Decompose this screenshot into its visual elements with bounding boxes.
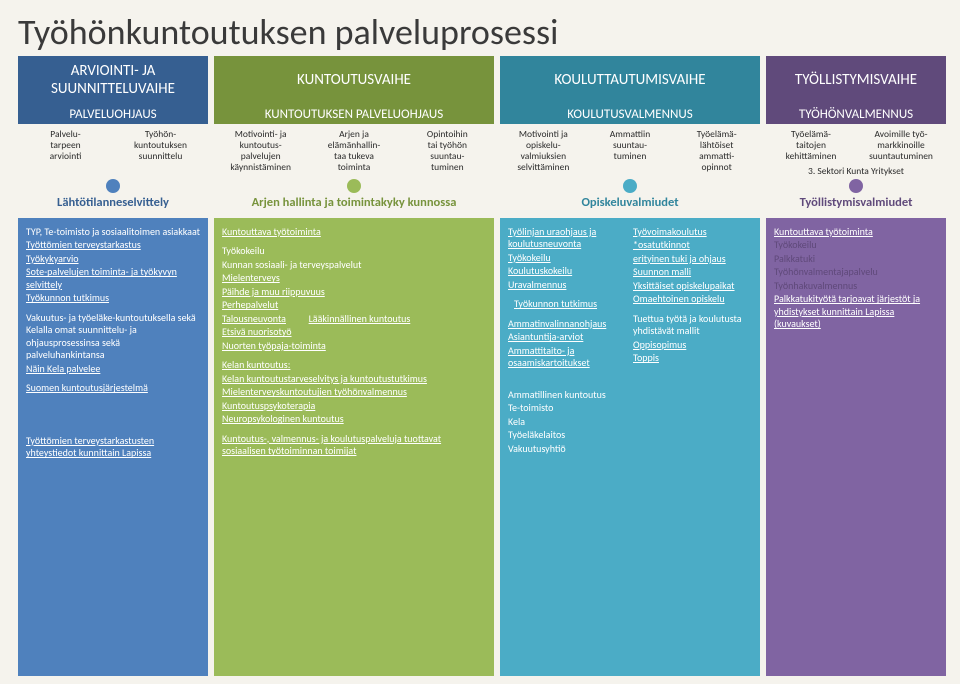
subitems-c4: Työelämä-taitojenkehittäminenAvoimille t… [766, 126, 946, 162]
link-item[interactable]: Kelan kuntoutustarveselvitys ja kuntoutu… [222, 372, 427, 385]
sector-line: 3. Sektori Kunta Yritykset [766, 162, 946, 177]
milestone-3: Opiskeluvalmiudet [500, 195, 760, 210]
link-item[interactable]: Suunnon malli [633, 265, 691, 278]
link-item[interactable]: Asiantuntija-arviot [508, 330, 583, 343]
text-item: Työnhakuvalmennus [774, 280, 938, 293]
link-item[interactable]: Neuropsykologinen kuntoutus [222, 412, 344, 425]
text-item: Työhönvalmentajapalvelu [774, 266, 938, 279]
link-item[interactable]: Työkykyarvio [26, 252, 79, 265]
subitems-c1: Palvelu-tarpeenarviointiTyöhön-kuntoutuk… [18, 126, 208, 177]
link-item[interactable]: Omaehtoinen opiskelu [633, 292, 725, 305]
p2-laak[interactable]: Lääkinnällinen kuntoutus [309, 312, 411, 325]
dot-1 [106, 179, 120, 193]
subitem: Työelämä-lähtöisetammatti-opinnot [675, 129, 758, 177]
panel-3: Työlinjan uraohjaus ja koulutusneuvonta … [500, 218, 760, 676]
link-item[interactable]: Etsivä nuorisotyö [222, 325, 292, 338]
p1-bottom-link[interactable]: Työttömien terveystarkastusten yhteystie… [26, 434, 154, 460]
subitems-row: Palvelu-tarpeenarviointiTyöhön-kuntoutuk… [18, 126, 942, 177]
link-item[interactable]: Työkokeilu [508, 251, 551, 264]
subitem: Motivointi jaopiskelu-valmiuksienselvitt… [502, 129, 585, 177]
text-item: Työeläkelaitos [508, 429, 627, 442]
text-item: Te-toimisto [508, 402, 627, 415]
link-item[interactable]: Yksittäiset opiskelupaikat [633, 279, 735, 292]
link-item[interactable]: Nuorten työpaja-toiminta [222, 339, 326, 352]
subitem: Työelämä-taitojenkehittäminen [768, 129, 854, 162]
p2-h1[interactable]: Kuntouttava työtoiminta [222, 225, 321, 238]
p2-kelah[interactable]: Kelan kuntoutus: [222, 358, 290, 371]
link-item[interactable]: Perhepalvelut [222, 298, 278, 311]
link-item[interactable]: erityinen tuki ja ohjaus [633, 252, 726, 265]
link-item[interactable]: Työkunnon tutkimus [26, 291, 109, 304]
milestone-row: Lähtötilanneselvittely Arjen hallinta ja… [18, 195, 942, 210]
phase-1-title: ARVIOINTI- JA SUUNNITTELUVAIHE [18, 56, 208, 104]
link-item[interactable]: Oppisopimus [633, 338, 686, 351]
phase-2-sub: KUNTOUTUKSEN PALVELUOHJAUS [214, 104, 494, 124]
phase-3-title: KOULUTTAUTUMISVAIHE [500, 56, 760, 104]
subitem: Työhön-kuntoutuksensuunnittelu [115, 129, 206, 177]
panel-1: TYP, Te-toimisto ja sosiaalitoimen asiak… [18, 218, 208, 676]
dot-3 [623, 179, 637, 193]
phase-1-sub: PALVELUOHJAUS [18, 104, 208, 124]
milestone-1: Lähtötilanneselvittely [18, 195, 208, 210]
panel-4: Kuntouttava työtoimintaTyökokeiluPalkkat… [766, 218, 946, 676]
phase-4-title: TYÖLLISTYMISVAIHE [766, 56, 946, 104]
link-item[interactable]: Toppis [633, 351, 659, 364]
text-item: Kuntouttava työtoiminta [774, 226, 938, 239]
p2-item: Työkokeilu [222, 245, 486, 258]
p3l-h1[interactable]: Työlinjan uraohjaus ja koulutusneuvonta [508, 225, 596, 251]
p3l-h2[interactable]: Ammatinvalinnanohjaus [508, 317, 606, 330]
link-item[interactable]: Kuntoutuspsykoterapia [222, 399, 315, 412]
subitems-c2: Motivointi- jakuntoutus-palvelujenkäynni… [214, 126, 494, 177]
text-item: Palkkatuki [774, 253, 938, 266]
subitem: Motivointi- jakuntoutus-palvelujenkäynni… [216, 129, 305, 177]
link-item[interactable]: Mielenterveys [222, 271, 280, 284]
link-item[interactable]: Ammattitaito- ja osaamiskartoitukset [508, 344, 590, 370]
link-item[interactable]: Mielenterveyskuntoutujien työhönvalmennu… [222, 385, 407, 398]
p3r-h1[interactable]: Työvoimakoulutus [633, 225, 707, 238]
page-title: Työhönkuntoutuksen palveluprosessi [18, 10, 942, 54]
dot-row [18, 179, 942, 193]
panel-2: Kuntouttava työtoiminta TyökokeiluKunnan… [214, 218, 494, 676]
p3l-tk[interactable]: Työkunnon tutkimus [514, 297, 597, 310]
p1-intro: TYP, Te-toimisto ja sosiaalitoimen asiak… [26, 226, 200, 239]
panels-row: TYP, Te-toimisto ja sosiaalitoimen asiak… [18, 218, 942, 676]
p2-tal[interactable]: Talousneuvonta [222, 312, 286, 325]
p2-bottom[interactable]: Kuntoutus-, valmennus- ja koulutuspalvel… [222, 432, 441, 458]
phase-2-title: KUNTOUTUSVAIHE [214, 56, 494, 104]
p4-bottom[interactable]: Palkkatukityötä tarjoavat järjestöt ja y… [774, 292, 920, 330]
text-item: Työkokeilu [774, 239, 938, 252]
subitem: Ammattiinsuuntau-tuminen [589, 129, 672, 177]
subitems-c3: Motivointi jaopiskelu-valmiuksienselvitt… [500, 126, 760, 177]
subitem: Avoimille työ-markkinoillesuuntautuminen [858, 129, 944, 162]
subitem: Palvelu-tarpeenarviointi [20, 129, 111, 177]
p2-item: Kunnan sosiaali- ja terveyspalvelut [222, 259, 486, 272]
milestone-2: Arjen hallinta ja toimintakyky kunnossa [214, 195, 494, 210]
p1-para: Vakuutus- ja työeläke-kuntoutuksella sek… [26, 312, 200, 362]
p1-kela-link[interactable]: Näin Kela palvelee [26, 362, 100, 375]
phase-header-row: ARVIOINTI- JA SUUNNITTELUVAIHE PALVELUOH… [18, 56, 942, 124]
link-item[interactable]: *osatutkinnot [633, 238, 690, 251]
p2-item: Mielenterveys [222, 272, 486, 285]
link-item[interactable]: Koulutuskokeilu [508, 264, 572, 277]
link-item[interactable]: Sote-palvelujen toiminta- ja työkyvyn se… [26, 265, 177, 291]
dot-2 [347, 179, 361, 193]
subitem: Opintoihintai työhönsuuntau-tuminen [403, 129, 492, 177]
dot-4 [849, 179, 863, 193]
p2-item: Perhepalvelut [222, 299, 486, 312]
p3l-h3: Ammatillinen kuntoutus [508, 389, 627, 402]
text-item: Vakuutusyhtiö [508, 443, 627, 456]
link-item[interactable]: Päihde ja muu riippuvuus [222, 285, 325, 298]
p3r-para: Tuettua työtä ja koulutusta yhdistävät m… [633, 313, 752, 338]
p2-item: Päihde ja muu riippuvuus [222, 286, 486, 299]
milestone-4: Työllistymisvalmiudet [766, 195, 946, 210]
text-item: Kela [508, 416, 627, 429]
p1-sys-link[interactable]: Suomen kuntoutusjärjestelmä [26, 381, 148, 394]
link-item[interactable]: Uravalmennus [508, 278, 566, 291]
phase-4-sub: TYÖHÖNVALMENNUS [766, 104, 946, 124]
subitem: Arjen jaelämänhallin-taa tukevatoiminta [309, 129, 398, 177]
link-item[interactable]: Kuntouttava työtoiminta [774, 225, 873, 238]
phase-3-sub: KOULUTUSVALMENNUS [500, 104, 760, 124]
link-item[interactable]: Työttömien terveystarkastus [26, 238, 141, 251]
